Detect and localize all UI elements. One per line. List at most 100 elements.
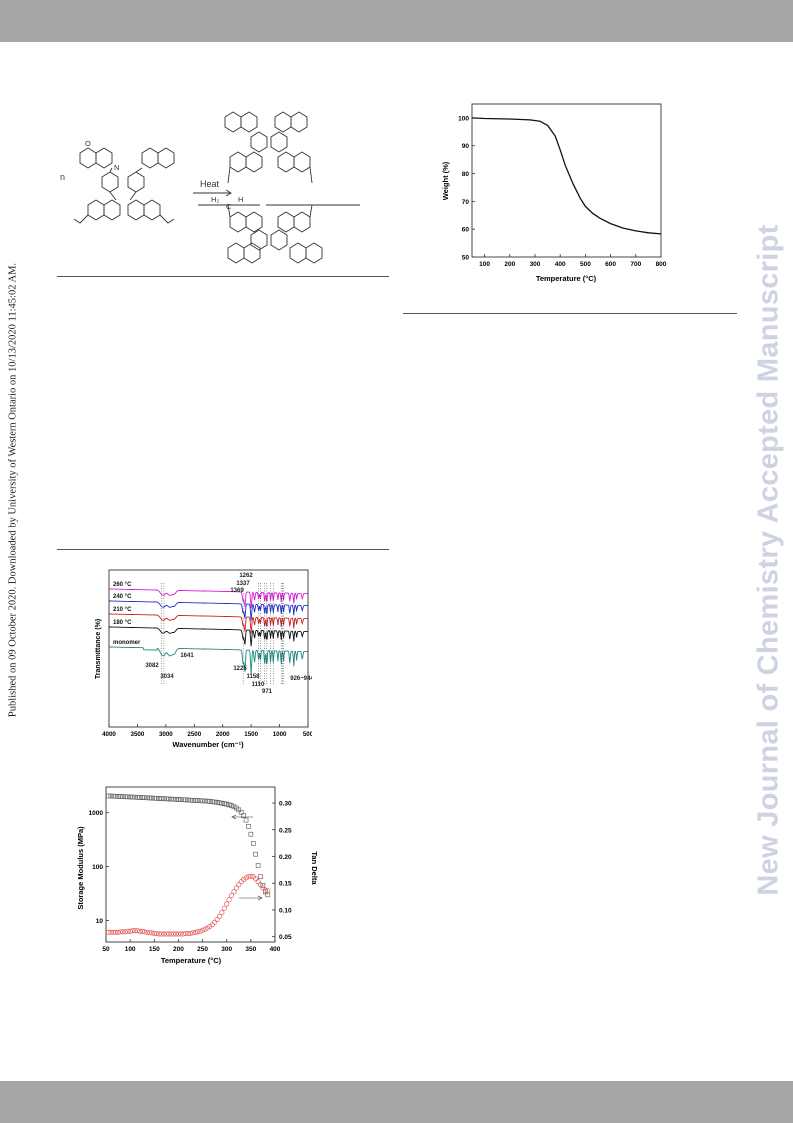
dma-y-tick-label: 100 <box>92 864 103 871</box>
storage-modulus-point <box>231 804 237 810</box>
dma-x-tick-label: 50 <box>102 946 110 953</box>
tan-delta-point <box>168 931 174 937</box>
tan-delta-point <box>180 931 186 937</box>
tga-x-tick-label: 700 <box>630 261 641 268</box>
tan-delta-point <box>245 874 251 880</box>
tan-delta-point <box>137 928 143 934</box>
dma-y-tick-label: 1000 <box>89 810 104 817</box>
tan-delta-point <box>265 888 271 894</box>
tga-y-tick-label: 60 <box>462 227 470 234</box>
tga-y-tick-label: 100 <box>458 115 469 122</box>
storage-modulus-point <box>173 797 179 802</box>
storage-modulus-point <box>180 797 186 803</box>
dma-x-tick-label: 400 <box>270 946 281 953</box>
dma-y-tick-label: 10 <box>96 918 104 925</box>
tan-delta-point <box>173 931 179 937</box>
ftir-peak-annotation: 971 <box>262 689 273 695</box>
tan-delta-point <box>142 929 148 935</box>
storage-modulus-point <box>205 798 210 804</box>
tan-delta-point <box>120 929 126 935</box>
dma-y2-tick-label: 0.30 <box>279 801 292 808</box>
storage-modulus-point <box>159 796 164 801</box>
modulus-axis-arrowhead <box>231 814 237 820</box>
storage-modulus-point <box>209 799 215 805</box>
divider-right-1 <box>403 313 737 314</box>
storage-modulus-point <box>135 795 140 800</box>
tan-delta-point <box>154 930 160 936</box>
tga-chart: 100 200 300 400 500 600 700 800 50 60 70 80 90 100 Te… <box>437 98 669 288</box>
accepted-manuscript-watermark: New Journal of Chemistry Accepted Manusc… <box>752 195 786 925</box>
tga-x-tick-label: 800 <box>656 261 667 268</box>
tan-delta-point <box>122 929 128 935</box>
dma-x-tick-label: 100 <box>125 946 136 953</box>
storage-modulus-point <box>164 796 169 802</box>
dma-x-tick-label: 250 <box>197 946 208 953</box>
dma-y2-tick-label: 0.20 <box>279 854 292 861</box>
storage-modulus-point <box>224 801 230 807</box>
ring-nitrogen-label: N <box>114 163 119 172</box>
storage-modulus-point <box>185 797 191 803</box>
ftir-peak-annotation: 1337 <box>236 581 250 587</box>
tan-delta-point <box>195 929 201 935</box>
dma-y2-tick-label: 0.15 <box>279 881 292 888</box>
tan-delta-point <box>183 930 189 936</box>
storage-modulus-point <box>238 809 244 815</box>
storage-modulus-point <box>125 794 131 800</box>
storage-modulus-point <box>161 796 167 802</box>
tan-delta-point <box>248 873 254 879</box>
ftir-x-tick-label: 1000 <box>273 731 287 738</box>
tan-delta-point <box>163 931 169 937</box>
tan-delta-point <box>149 930 155 936</box>
dma-xlabel: Temperature (°C) <box>161 956 222 965</box>
storage-modulus-point <box>207 799 213 804</box>
storage-modulus-point <box>132 794 138 800</box>
storage-modulus-point <box>260 883 266 888</box>
chain-h-label: H <box>238 195 243 204</box>
tan-delta-point <box>171 931 177 937</box>
storage-modulus-point <box>188 797 193 803</box>
storage-modulus-point <box>258 874 263 880</box>
storage-modulus-point <box>151 795 157 801</box>
ftir-peak-annotation: 926~944 <box>290 676 312 682</box>
storage-modulus-point <box>219 800 225 806</box>
tan-delta-point <box>185 930 191 936</box>
tan-delta-point <box>190 930 196 936</box>
tan-delta-point <box>144 929 150 935</box>
tan-delta-point <box>202 926 208 932</box>
ftir-chart: 4000 3500 3000 2500 2000 1500 1000 500 260 °C 24… <box>95 567 312 750</box>
polymerization-scheme: n Heat O N H₂ H C <box>60 111 360 264</box>
tan-delta-point <box>226 897 232 903</box>
tan-delta-point <box>113 929 119 935</box>
tan-delta-point <box>132 928 138 934</box>
storage-modulus-point <box>166 796 172 802</box>
ftir-peak-annotation: 1369 <box>230 588 244 594</box>
storage-modulus-point <box>236 807 242 813</box>
ftir-peak-annotation: 1262 <box>239 573 253 579</box>
tga-x-tick-label: 300 <box>530 261 541 268</box>
tan-delta-point <box>166 931 172 937</box>
tga-y-tick-label: 50 <box>462 255 470 262</box>
dma-plot-frame <box>105 786 276 943</box>
tga-x-tick-label: 400 <box>555 261 566 268</box>
tga-plot-frame <box>471 103 662 258</box>
storage-modulus-point <box>137 795 143 800</box>
ftir-peak-annotation: 3082 <box>145 663 159 669</box>
tan-delta-point <box>221 905 227 911</box>
storage-modulus-point <box>115 794 121 799</box>
tga-x-tick-label: 600 <box>605 261 616 268</box>
storage-modulus-point <box>127 794 133 800</box>
storage-modulus-point <box>229 803 234 808</box>
storage-modulus-point <box>250 841 256 846</box>
tan-delta-point <box>139 928 145 934</box>
ftir-xlabel: Wavenumber (cm⁻¹) <box>172 740 244 749</box>
storage-modulus-point <box>106 793 111 799</box>
dma-y2-tick-label: 0.25 <box>279 827 292 834</box>
tan-delta-point <box>243 875 249 881</box>
ftir-trace <box>109 600 308 621</box>
ftir-x-tick-label: 4000 <box>102 731 116 738</box>
ftir-peak-annotation: 1225 <box>233 666 247 672</box>
tan-delta-point <box>255 879 261 885</box>
tan-delta-point <box>125 928 131 934</box>
ring-oxygen-label: O <box>85 139 91 148</box>
dma-chart: 50 100 150 200 250 300 350 400 1000 100 10 0.05 0.10… <box>75 778 321 968</box>
